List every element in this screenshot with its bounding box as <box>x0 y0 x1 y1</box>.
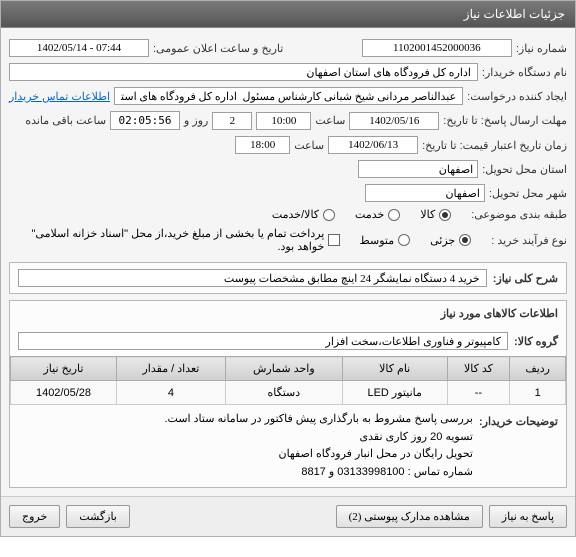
back-button[interactable]: بازگشت <box>66 505 130 528</box>
cell-idx: 1 <box>510 381 566 405</box>
col-unit: واحد شمارش <box>225 357 342 381</box>
note-line-4: شماره تماس : 03133998100 و 8817 <box>18 464 473 482</box>
treasury-note: پرداخت تمام یا بخشی از مبلغ خرید،از محل … <box>9 227 324 253</box>
contact-link[interactable]: اطلاعات تماس خریدار <box>9 90 110 103</box>
cat-gs-radio[interactable]: کالا/خدمت <box>272 208 335 221</box>
reply-button[interactable]: پاسخ به نیاز <box>489 505 567 528</box>
opt-medium-text: متوسط <box>360 234 395 247</box>
summary-box: شرح کلی نیاز: <box>9 262 567 294</box>
col-date: تاریخ نیاز <box>11 357 117 381</box>
cat-service-text: خدمت <box>355 208 384 221</box>
table-row[interactable]: 1 -- مانیتور LED دستگاه 4 1402/05/28 <box>11 381 566 405</box>
button-bar: پاسخ به نیاز مشاهده مدارک پیوستی (2) باز… <box>1 496 575 536</box>
summary-input[interactable] <box>18 269 487 287</box>
countdown-input <box>110 111 180 130</box>
treasury-check[interactable]: پرداخت تمام یا بخشی از مبلغ خرید،از محل … <box>9 227 340 253</box>
exit-button[interactable]: خروج <box>9 505 60 528</box>
city-input[interactable] <box>358 160 478 178</box>
need-no-label: شماره نیاز: <box>516 42 567 55</box>
cell-name: مانیتور LED <box>342 381 447 405</box>
cat-service-radio[interactable]: خدمت <box>355 208 400 221</box>
time-label-1: ساعت <box>315 114 345 127</box>
goods-table: ردیف کد کالا نام کالا واحد شمارش تعداد /… <box>10 356 566 405</box>
time-label-2: ساعت <box>294 139 324 152</box>
pub-date-input[interactable] <box>9 39 149 57</box>
buyer-notes-label: توضیحات خریدار: <box>479 411 558 428</box>
note-line-1: بررسی پاسخ مشروط به بارگذاری پیش فاکتور … <box>18 411 473 429</box>
opt-partial-radio[interactable]: جزئی <box>430 234 471 247</box>
need-details-panel: جزئیات اطلاعات نیاز شماره نیاز: تاریخ و … <box>0 0 576 537</box>
cat-gs-text: کالا/خدمت <box>272 208 319 221</box>
cell-date: 1402/05/28 <box>11 381 117 405</box>
cell-qty: 4 <box>116 381 225 405</box>
pub-date-label: تاریخ و ساعت اعلان عمومی: <box>153 42 283 55</box>
goods-heading: اطلاعات کالاهای مورد نیاز <box>441 307 558 320</box>
opt-partial-text: جزئی <box>430 234 455 247</box>
roz-label: روز و <box>184 114 208 127</box>
goods-box: اطلاعات کالاهای مورد نیاز گروه کالا: ردی… <box>9 300 567 488</box>
col-code: کد کالا <box>447 357 510 381</box>
col-qty: تعداد / مقدار <box>116 357 225 381</box>
cell-code: -- <box>447 381 510 405</box>
validity-date-input[interactable] <box>328 136 418 154</box>
panel-title: جزئیات اطلاعات نیاز <box>1 1 575 28</box>
deadline-date-input[interactable] <box>349 112 439 130</box>
col-name: نام کالا <box>342 357 447 381</box>
buyer-org-input[interactable] <box>9 63 478 81</box>
note-line-3: تحویل رایگان در محل انبار فرودگاه اصفهان <box>18 446 473 464</box>
remain-days-input[interactable] <box>212 112 252 130</box>
creator-label: ایجاد کننده درخواست: <box>467 90 567 103</box>
form-content: شماره نیاز: تاریخ و ساعت اعلان عمومی: نا… <box>1 28 575 496</box>
opt-medium-radio[interactable]: متوسط <box>360 234 411 247</box>
validity-label: زمان تاریخ اعتبار قیمت: تا تاریخ: <box>422 139 567 152</box>
buyer-org-label: نام دستگاه خریدار: <box>482 66 567 79</box>
need-no-input[interactable] <box>362 39 512 57</box>
creator-input[interactable] <box>114 87 463 105</box>
deadline-time-input[interactable] <box>256 112 311 130</box>
summary-label: شرح کلی نیاز: <box>493 272 558 285</box>
cat-goods-text: کالا <box>420 208 435 221</box>
group-label: گروه کالا: <box>514 335 558 348</box>
col-idx: ردیف <box>510 357 566 381</box>
deadline-label: مهلت ارسال پاسخ: تا تاریخ: <box>443 114 567 127</box>
buyer-notes-text: بررسی پاسخ مشروط به بارگذاری پیش فاکتور … <box>18 411 473 481</box>
attachments-button[interactable]: مشاهده مدارک پیوستی (2) <box>336 505 483 528</box>
cat-goods-radio[interactable]: کالا <box>420 208 451 221</box>
note-line-2: تسویه 20 روز کاری نقدی <box>18 429 473 447</box>
city2-input[interactable] <box>365 184 485 202</box>
buy-type-label: نوع فرآیند خرید : <box>491 234 567 247</box>
city2-label: شهر محل تحویل: <box>489 187 567 200</box>
city-label: استان محل تحویل: <box>482 163 567 176</box>
validity-time-input[interactable] <box>235 136 290 154</box>
cell-unit: دستگاه <box>225 381 342 405</box>
group-input[interactable] <box>18 332 508 350</box>
remain-label: ساعت باقی مانده <box>25 114 106 127</box>
subject-cat-label: طبقه بندی موضوعی: <box>471 208 567 221</box>
